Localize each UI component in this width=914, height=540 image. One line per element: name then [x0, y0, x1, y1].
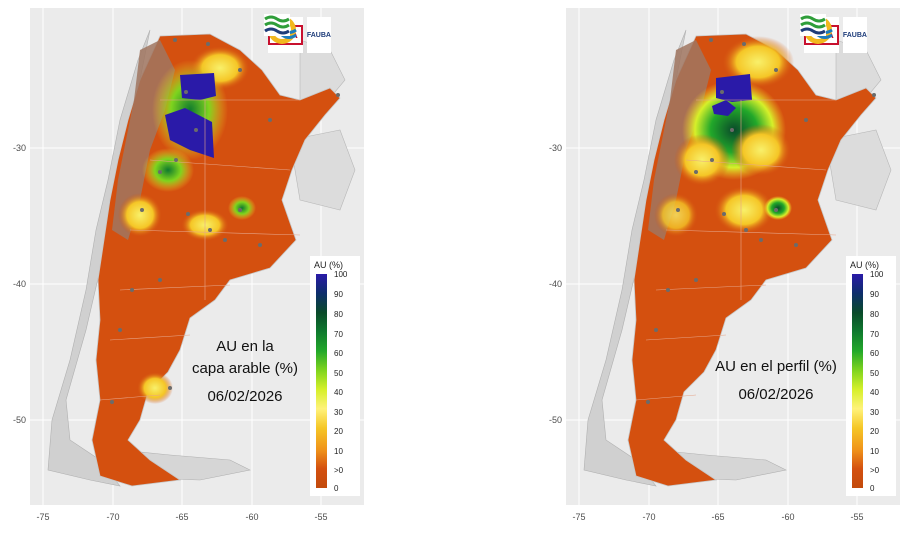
- legend: AU (%) 100 90 80 70 60 50 40 30 20 10 >0…: [310, 256, 360, 496]
- legend-colorbar: [852, 274, 863, 488]
- legend-label: 40: [334, 388, 343, 397]
- map-date: 06/02/2026: [738, 386, 814, 403]
- legend-label: 100: [870, 270, 884, 279]
- legend-label: 70: [334, 330, 343, 339]
- y-tick-label: -40: [13, 279, 26, 289]
- moisture-zone: [764, 196, 792, 220]
- caption-line: AU en la: [216, 338, 274, 355]
- fauba-label: FAUBA: [842, 31, 867, 39]
- saturated-zone: [712, 100, 736, 116]
- map-profile-svg: -75 -70 -65 -60 -55 -30 -40 -50: [549, 8, 900, 522]
- map-panel-arable: -75 -70 -65 -60 -55 -30 -40 -50 INTA: [0, 0, 400, 540]
- logo-strip: INTA FAUBA: [264, 14, 331, 56]
- fauba-logo: FAUBA: [264, 14, 331, 53]
- x-tick-label: -55: [850, 512, 863, 522]
- waves-logo-icon: [800, 14, 826, 36]
- y-tick-label: -40: [549, 279, 562, 289]
- map-panel-profile: -75 -70 -65 -60 -55 -30 -40 -50 INTA: [536, 0, 914, 540]
- legend-label: 20: [334, 427, 343, 436]
- legend-label: 90: [334, 290, 343, 299]
- legend-label: 100: [334, 270, 348, 279]
- legend-label: 20: [870, 427, 879, 436]
- legend-label: 70: [870, 330, 879, 339]
- saturated-zone: [165, 108, 214, 158]
- andes-zone: [648, 40, 711, 240]
- map-arable-svg: -75 -70 -65 -60 -55 -30 -40 -50: [13, 8, 364, 522]
- caption-line: capa arable (%): [192, 360, 298, 377]
- waves-logo-icon: [264, 14, 290, 36]
- fauba-logo: FAUBA: [800, 14, 867, 53]
- legend-label: 0: [870, 484, 875, 493]
- legend-label: 60: [334, 349, 343, 358]
- x-tick-label: -60: [245, 512, 258, 522]
- legend-label: 0: [334, 484, 339, 493]
- legend: AU (%) 100 90 80 70 60 50 40 30 20 10 >0…: [846, 256, 896, 496]
- moisture-zone: [137, 372, 173, 404]
- legend-label: 30: [870, 408, 879, 417]
- uruguay-region: [289, 129, 356, 211]
- map-date: 06/02/2026: [207, 388, 283, 405]
- legend-label: 60: [870, 349, 879, 358]
- legend-label: >0: [870, 466, 880, 475]
- moisture-zone: [674, 134, 730, 186]
- x-tick-label: -55: [314, 512, 327, 522]
- legend-label: >0: [334, 466, 344, 475]
- logo-strip: INTA FAUBA: [800, 14, 867, 56]
- legend-label: 10: [870, 447, 879, 456]
- legend-label: 40: [870, 388, 879, 397]
- moisture-zone: [731, 124, 791, 176]
- y-tick-label: -30: [549, 143, 562, 153]
- x-tick-label: -70: [106, 512, 119, 522]
- moisture-zone: [118, 193, 162, 237]
- x-tick-label: -70: [642, 512, 655, 522]
- legend-label: 30: [334, 408, 343, 417]
- y-tick-label: -50: [13, 415, 26, 425]
- saturated-zone: [716, 74, 752, 102]
- legend-colorbar: [316, 274, 327, 488]
- map-caption: AU en la capa arable (%) 06/02/2026: [185, 336, 305, 408]
- legend-label: 90: [870, 290, 879, 299]
- weather-stations: [110, 38, 340, 404]
- moisture-zone: [228, 196, 256, 220]
- moisture-zone: [722, 36, 794, 88]
- legend-label: 80: [334, 310, 343, 319]
- x-tick-label: -75: [572, 512, 585, 522]
- legend-label: 50: [334, 369, 343, 378]
- moisture-zone: [654, 193, 698, 237]
- legend-label: 10: [334, 447, 343, 456]
- legend-title: AU (%): [314, 260, 343, 270]
- uruguay-region: [825, 129, 892, 211]
- legend-label: 50: [870, 369, 879, 378]
- fauba-label: FAUBA: [306, 31, 331, 39]
- map-caption: AU en el perfil (%) 06/02/2026: [706, 356, 846, 406]
- caption-line: AU en el perfil (%): [715, 358, 837, 375]
- legend-label: 80: [870, 310, 879, 319]
- x-tick-label: -60: [781, 512, 794, 522]
- moisture-zone: [142, 148, 194, 192]
- y-tick-label: -50: [549, 415, 562, 425]
- x-tick-label: -75: [36, 512, 49, 522]
- moisture-zone: [714, 186, 774, 234]
- saturated-zone: [180, 73, 216, 100]
- legend-title: AU (%): [850, 260, 879, 270]
- x-tick-label: -65: [711, 512, 724, 522]
- x-tick-label: -65: [175, 512, 188, 522]
- province-borders: [635, 99, 837, 401]
- y-tick-label: -30: [13, 143, 26, 153]
- province-borders: [99, 99, 301, 401]
- weather-stations: [646, 38, 876, 404]
